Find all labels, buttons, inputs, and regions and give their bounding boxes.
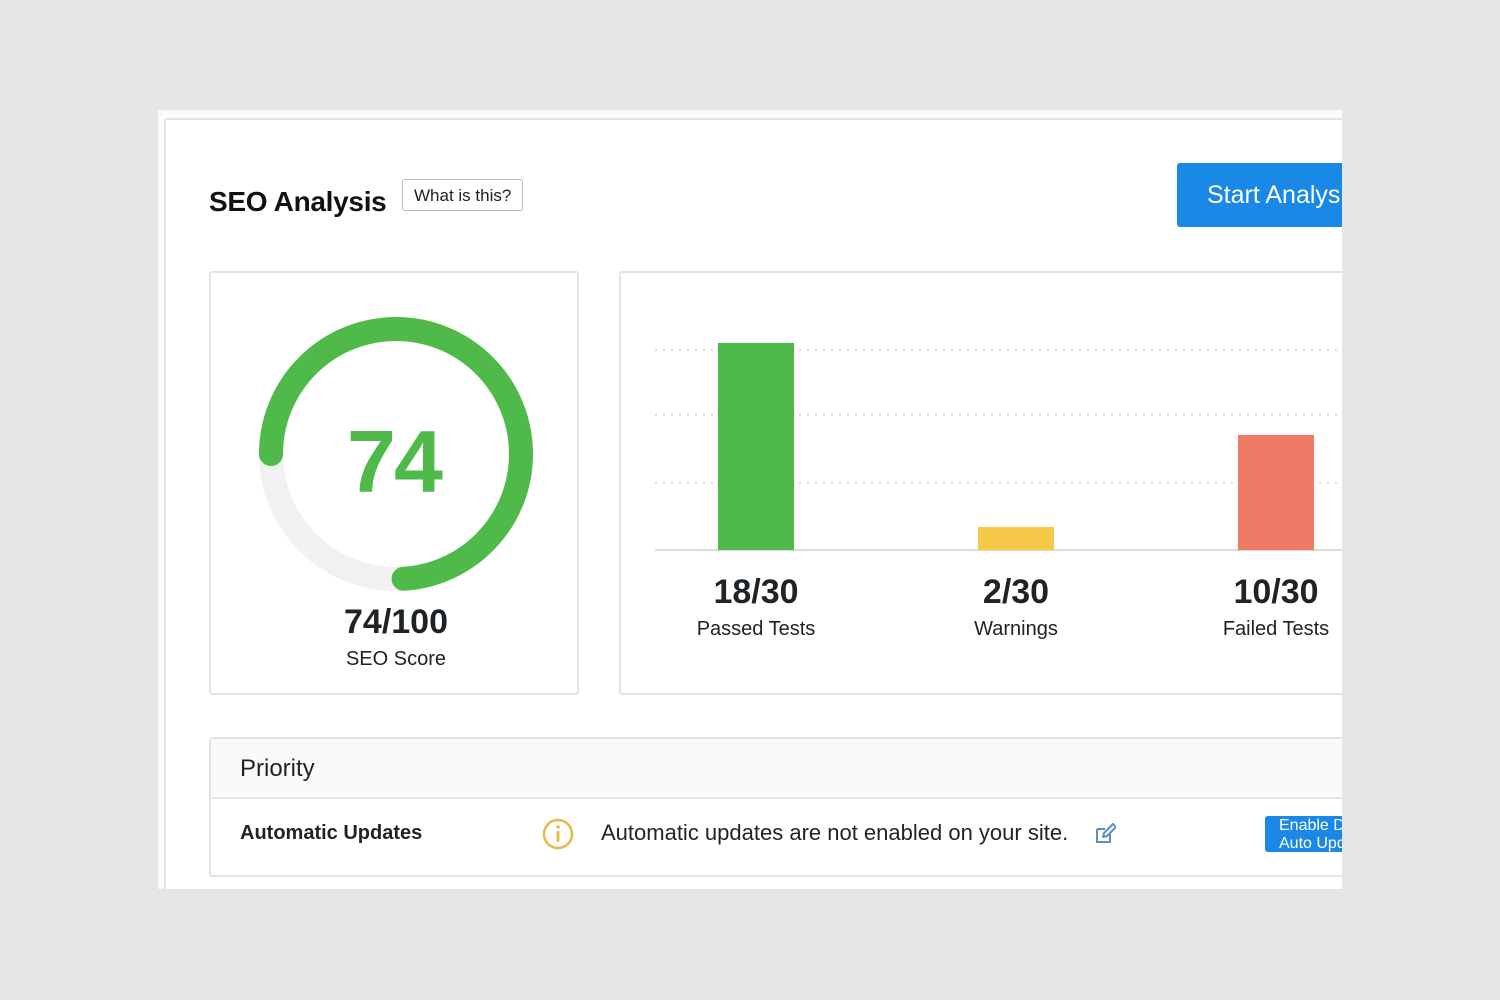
bar-warnings <box>978 526 1054 550</box>
seo-score-gauge <box>259 317 533 591</box>
what-is-this-button[interactable]: What is this? <box>402 179 524 211</box>
bar-value: 18/30 <box>713 573 799 611</box>
viewport: SEO Analysis What is this? Start Analysi… <box>158 110 1342 889</box>
tests-bar-chart <box>655 342 1342 551</box>
priority-item-message: Automatic updates are not enabled on you… <box>601 820 1069 845</box>
gauge-progress <box>259 317 533 591</box>
start-analysis-button[interactable]: Start Analysis <box>1177 163 1342 227</box>
priority-header: Priority <box>211 739 1342 799</box>
score-label: SEO Score <box>345 648 447 670</box>
edit-icon[interactable] <box>1094 823 1116 845</box>
enable-auto-updates-button[interactable]: Enable Default Auto Updates <box>1265 816 1342 852</box>
priority-title: Priority <box>240 755 315 782</box>
seo-analysis-panel: SEO Analysis What is this? Start Analysi… <box>164 118 1342 889</box>
tests-summary-card: 18/30 Passed Tests 2/30 Warnings 10/30 Failed… <box>619 271 1342 695</box>
bar-label: Warnings <box>974 618 1058 640</box>
bar-value: 10/30 <box>1233 573 1319 611</box>
page-title: SEO Analysis <box>209 186 387 217</box>
score-fraction: 74/100 <box>344 603 448 641</box>
bar-label: Failed Tests <box>1222 618 1330 640</box>
seo-score-card: 74 74/100 SEO Score <box>209 271 579 695</box>
score-number: 74 <box>347 412 443 511</box>
bar-passed-tests <box>718 342 794 550</box>
priority-section: Priority Automatic Updates Automatic upd… <box>209 737 1342 877</box>
priority-item-name: Automatic Updates <box>240 822 423 844</box>
bar-label: Passed Tests <box>696 618 816 640</box>
info-icon <box>542 818 574 850</box>
bar-value: 2/30 <box>982 573 1050 611</box>
bar-failed-tests <box>1238 434 1314 550</box>
